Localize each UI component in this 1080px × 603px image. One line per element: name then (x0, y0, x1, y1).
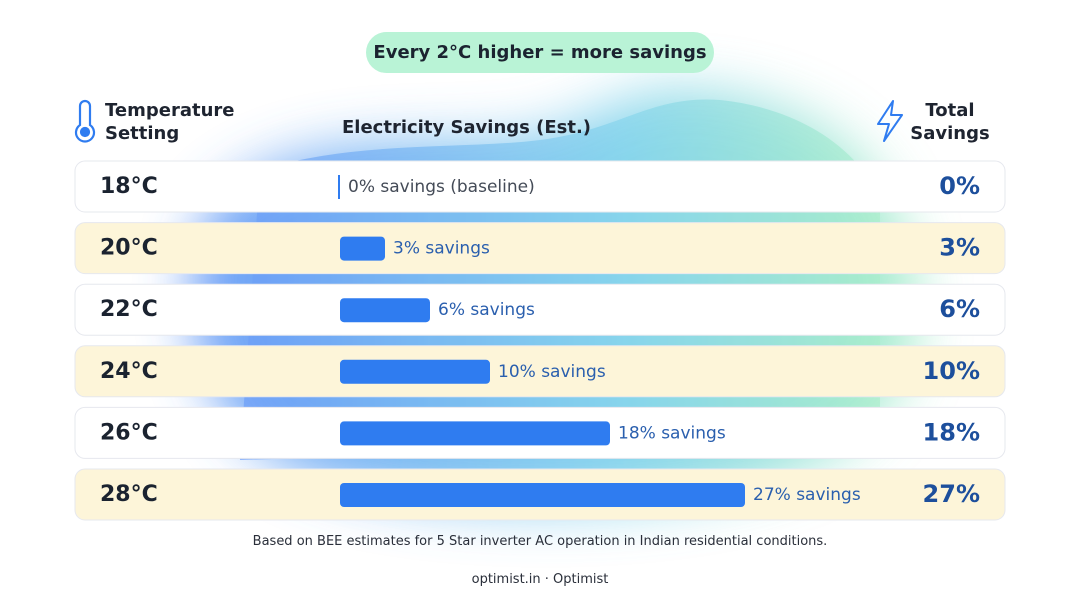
value-label: 0% savings (baseline) (348, 177, 535, 197)
value-label: 6% savings (438, 300, 535, 320)
note: Based on BEE estimates for 5 Star invert… (252, 534, 828, 549)
category-label: 22°C (100, 297, 158, 322)
total-label: 3% (939, 234, 980, 262)
row (74, 160, 1006, 213)
total-label: 6% (939, 295, 980, 323)
value-label: 18% savings (618, 423, 726, 443)
value-label: 10% savings (498, 362, 606, 382)
thermometer-icon (74, 99, 96, 143)
bar (340, 236, 385, 261)
value-label: 27% savings (753, 485, 861, 505)
category-label: 18°C (100, 174, 158, 199)
row (74, 283, 1006, 336)
total-label: 18% (923, 418, 980, 446)
source: optimist.in · Optimist (471, 572, 609, 587)
bolt-icon (877, 100, 903, 142)
row (74, 222, 1006, 275)
bar (338, 175, 340, 199)
category-label: 20°C (100, 236, 158, 261)
total-header: Total Savings (910, 100, 990, 144)
value-header: Electricity Savings (Est.) (342, 117, 592, 138)
value-label: 3% savings (393, 239, 490, 259)
category-label: 24°C (100, 359, 158, 384)
bar (340, 298, 430, 323)
total-label: 10% (923, 357, 980, 385)
bar (340, 359, 490, 384)
category-header: Temperature Setting (105, 100, 235, 144)
row (74, 345, 1006, 398)
category-label: 28°C (100, 482, 158, 507)
category-label: 26°C (100, 420, 158, 445)
total-label: 0% (939, 172, 980, 200)
bar (340, 483, 745, 507)
bar (340, 421, 610, 446)
title-pill: Every 2°C higher = more savings (366, 32, 714, 73)
total-label: 27% (923, 480, 980, 508)
